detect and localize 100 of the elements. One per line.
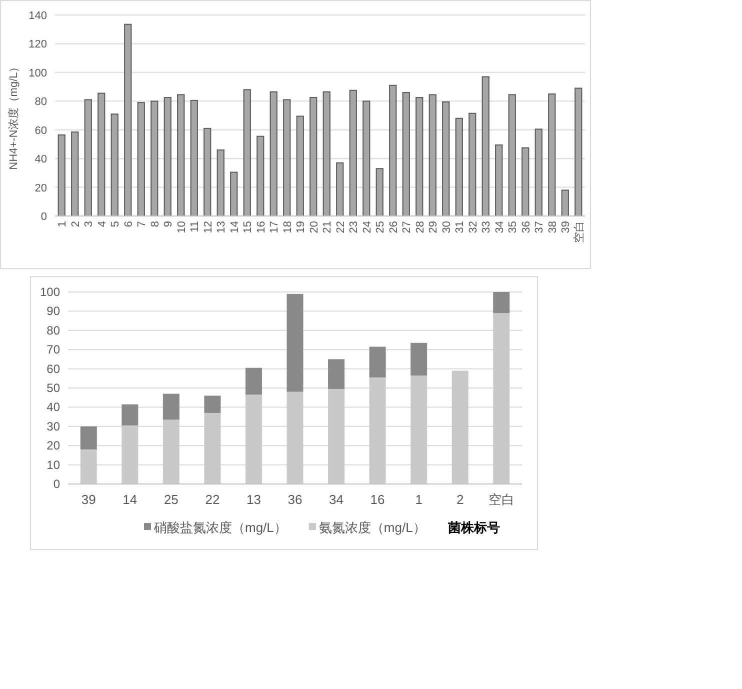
bar <box>137 102 145 216</box>
y-tick-label: 40 <box>46 400 60 414</box>
bar <box>322 91 330 216</box>
bar <box>243 89 251 216</box>
y-tick-label: 100 <box>40 285 60 299</box>
y-tick-label: 0 <box>53 477 60 491</box>
x-tick-label: 14 <box>228 221 241 234</box>
y-tick-label: 20 <box>34 182 47 194</box>
bar <box>310 97 318 216</box>
bar <box>230 172 238 216</box>
x-tick-label: 14 <box>122 492 138 507</box>
bar <box>122 404 138 426</box>
x-tick-label: 36 <box>520 221 532 234</box>
y-tick-label: 30 <box>46 419 60 434</box>
bar <box>245 368 262 395</box>
bar <box>80 426 97 450</box>
bar <box>561 190 569 216</box>
x-tick-label: 32 <box>467 221 480 234</box>
x-tick-label: 10 <box>176 221 188 234</box>
bar <box>508 94 516 216</box>
x-tick-label: 24 <box>361 221 374 234</box>
bar <box>455 118 463 216</box>
y-tick-label: 0 <box>40 211 47 223</box>
x-tick-label: 1 <box>415 492 422 507</box>
x-tick-label: 39 <box>560 221 572 234</box>
x-tick-label: 37 <box>534 221 546 234</box>
y-tick-label: 80 <box>34 96 47 108</box>
x-tick-label: 16 <box>370 492 385 507</box>
x-tick-label: 18 <box>282 221 294 234</box>
bar <box>362 100 370 216</box>
y-tick-label: 60 <box>46 362 60 376</box>
x-tick-label: 38 <box>546 221 559 234</box>
legend-label: 氨氮浓度（mg/L） <box>318 520 426 535</box>
x-tick-label: 1 <box>56 221 69 228</box>
x-tick-label: 4 <box>96 221 108 228</box>
x-tick-label: 23 <box>348 221 360 234</box>
y-tick-label: 120 <box>28 38 47 51</box>
bar <box>369 346 386 378</box>
x-tick-label: 33 <box>480 221 493 234</box>
bar <box>150 100 158 216</box>
bar <box>402 92 410 216</box>
x-tick-label: 5 <box>110 221 122 228</box>
x-tick-label: 21 <box>322 221 334 234</box>
bar <box>190 100 198 216</box>
x-tick-label: 19 <box>295 221 308 234</box>
bar <box>110 114 118 216</box>
x-tick-label: 3 <box>83 221 96 228</box>
bar <box>164 97 172 216</box>
x-tick-label: 2 <box>70 221 82 228</box>
bar <box>98 92 106 216</box>
y-tick-label: 80 <box>46 323 60 338</box>
y-tick-label: 40 <box>34 154 47 166</box>
x-tick-label: 20 <box>308 221 320 234</box>
x-tick-label: 13 <box>216 221 228 234</box>
y-tick-label: 140 <box>28 10 47 22</box>
y-tick-label: 70 <box>46 342 60 357</box>
bar <box>495 144 503 216</box>
x-tick-label: 8 <box>149 221 162 228</box>
x-tick-label: 7 <box>136 221 148 228</box>
x-tick-label: 16 <box>255 221 268 234</box>
y-tick-label: 100 <box>28 67 47 80</box>
bar <box>71 132 79 216</box>
bar <box>283 99 291 216</box>
bar <box>548 93 556 216</box>
bar <box>162 394 180 420</box>
x-tick-label: 空白 <box>488 492 514 507</box>
x-tick-label: 9 <box>162 221 175 228</box>
x-tick-label: 13 <box>246 492 261 507</box>
x-tick-label: 22 <box>334 221 347 234</box>
bar <box>204 128 212 216</box>
legend-label: 硝酸盐氮浓度（mg/L） <box>153 520 287 535</box>
bar <box>336 162 344 216</box>
x-tick-label: 22 <box>205 492 220 507</box>
bar <box>84 99 92 216</box>
x-tick-label: 26 <box>388 221 400 234</box>
bar <box>58 134 66 216</box>
y-tick-label: 50 <box>46 381 60 395</box>
bar <box>296 116 304 216</box>
x-tick-label: 17 <box>268 221 281 234</box>
y-tick-label: 10 <box>46 458 60 472</box>
bar <box>389 84 397 216</box>
y-axis-title: NH4+-N浓度（mg/L） <box>7 61 20 170</box>
x-tick-label: 39 <box>81 492 96 507</box>
x-tick-label: 34 <box>329 492 344 507</box>
bar <box>124 24 132 216</box>
x-tick-label: 30 <box>440 221 453 234</box>
bar <box>482 76 490 216</box>
x-tick-label: 31 <box>454 221 466 234</box>
bar <box>177 94 185 216</box>
x-tick-label: 29 <box>428 221 440 234</box>
x-tick-label: 35 <box>507 221 520 234</box>
bar <box>428 94 436 216</box>
x-tick-label: 25 <box>374 221 387 234</box>
y-tick-label: 90 <box>46 304 60 318</box>
x-tick-label: 6 <box>122 221 135 228</box>
bar <box>256 136 264 216</box>
x-tick-label: 28 <box>414 221 426 234</box>
x-tick-label: 空白 <box>572 221 586 243</box>
x-tick-label: 11 <box>189 221 202 232</box>
bar <box>534 128 542 216</box>
